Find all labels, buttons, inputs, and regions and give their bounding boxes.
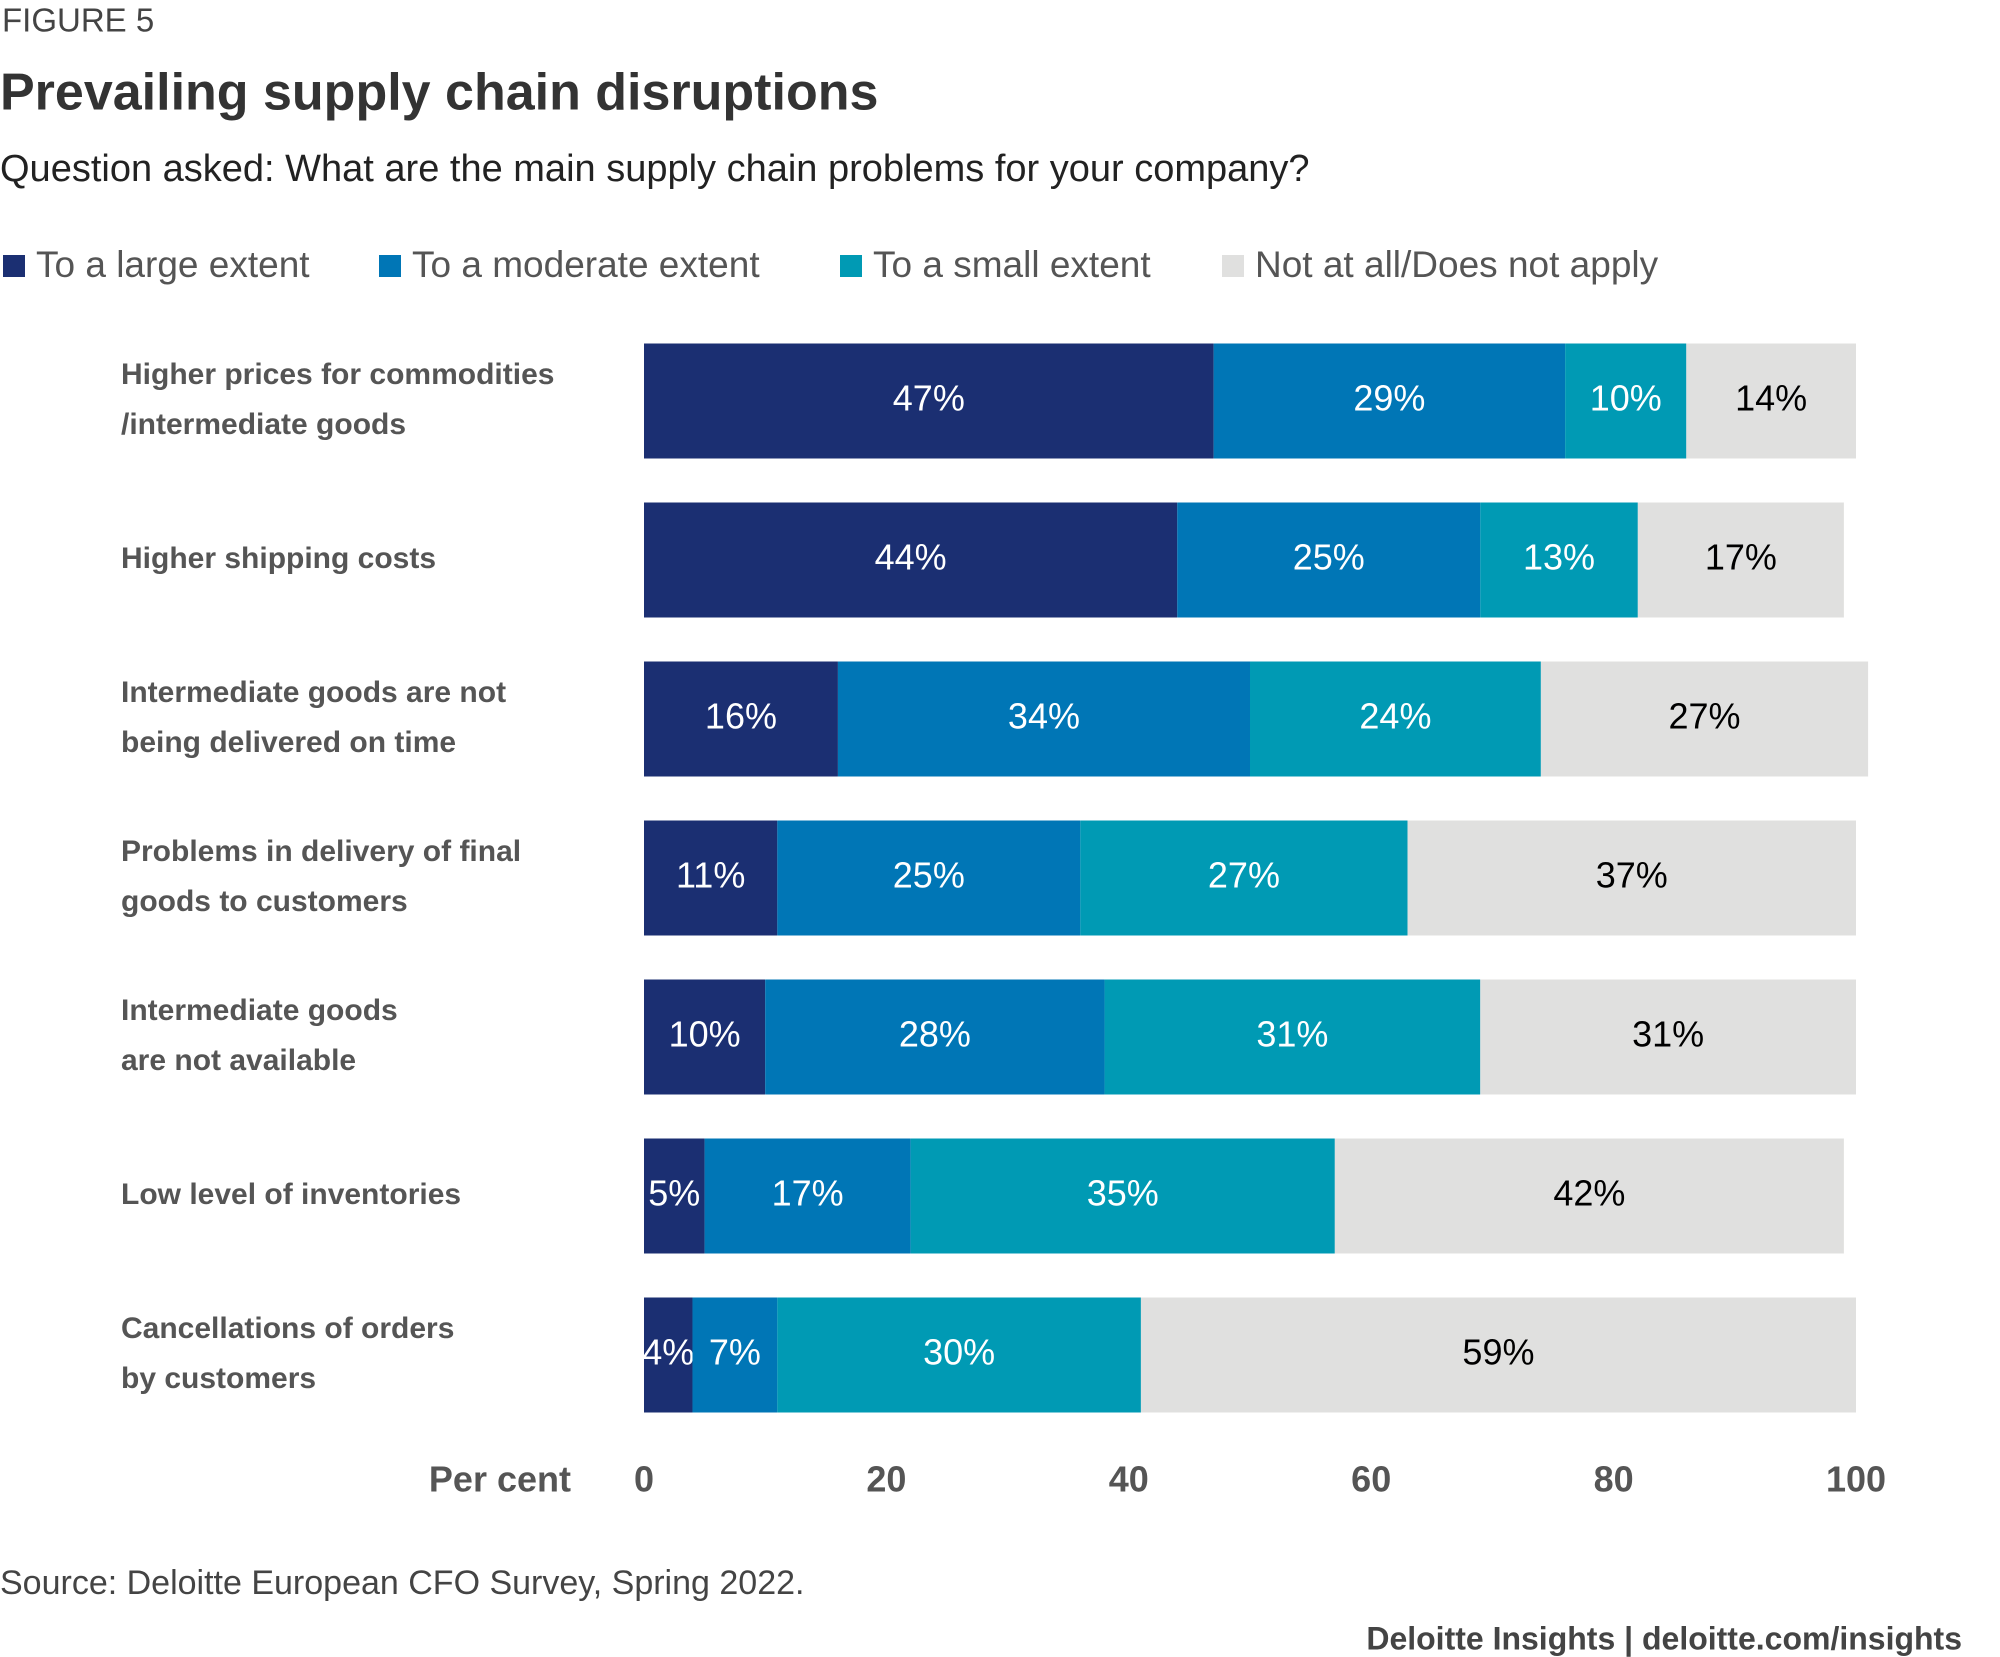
legend-swatch bbox=[379, 255, 401, 277]
value-label: 29% bbox=[1353, 378, 1425, 419]
value-label: 37% bbox=[1596, 855, 1668, 896]
value-label: 28% bbox=[899, 1014, 971, 1055]
x-tick-label: 100 bbox=[1826, 1459, 1886, 1500]
value-label: 10% bbox=[1590, 378, 1662, 419]
bar-segment bbox=[1480, 979, 1856, 1095]
category-label: Cancellations of orders bbox=[121, 1312, 454, 1345]
category-label: Higher shipping costs bbox=[121, 542, 436, 575]
x-tick-label: 40 bbox=[1109, 1459, 1149, 1500]
bar-segment bbox=[1565, 343, 1687, 459]
legend-label: To a moderate extent bbox=[412, 244, 760, 285]
category-label: Higher prices for commodities bbox=[121, 358, 554, 391]
legend-label: To a large extent bbox=[36, 244, 310, 285]
bar-segment bbox=[765, 979, 1105, 1095]
legend-swatch bbox=[840, 255, 862, 277]
figure-label: FIGURE 5 bbox=[2, 2, 154, 39]
value-label: 27% bbox=[1208, 855, 1280, 896]
value-label: 35% bbox=[1087, 1173, 1159, 1214]
category-label: are not available bbox=[121, 1044, 356, 1077]
bar-segment bbox=[1407, 820, 1856, 936]
bar-segment bbox=[1480, 502, 1638, 618]
chart-subtitle: Question asked: What are the main supply… bbox=[0, 148, 1310, 190]
value-label: 27% bbox=[1668, 696, 1740, 737]
value-label: 25% bbox=[1293, 537, 1365, 578]
bar-segment bbox=[1686, 343, 1856, 459]
value-label: 10% bbox=[669, 1014, 741, 1055]
category-label: Intermediate goods are not bbox=[121, 676, 506, 709]
bar-segment bbox=[644, 343, 1214, 459]
value-label: 34% bbox=[1008, 696, 1080, 737]
category-label: by customers bbox=[121, 1362, 316, 1395]
value-label: 30% bbox=[923, 1332, 995, 1373]
chart-title: Prevailing supply chain disruptions bbox=[0, 64, 878, 122]
legend-label: To a small extent bbox=[873, 244, 1151, 285]
source: Source: Deloitte European CFO Survey, Sp… bbox=[0, 1564, 804, 1602]
bar-segment bbox=[692, 1297, 778, 1413]
category-label: being delivered on time bbox=[121, 726, 456, 759]
value-label: 31% bbox=[1632, 1014, 1704, 1055]
value-label: 59% bbox=[1462, 1332, 1534, 1373]
bar-segment bbox=[644, 979, 766, 1095]
category-label: /intermediate goods bbox=[121, 408, 406, 441]
bar-segment bbox=[644, 820, 778, 936]
value-label: 42% bbox=[1553, 1173, 1625, 1214]
legend-label: Not at all/Does not apply bbox=[1255, 244, 1659, 285]
value-label: 5% bbox=[648, 1173, 700, 1214]
category-label: Low level of inventories bbox=[121, 1178, 461, 1211]
value-label: 13% bbox=[1523, 537, 1595, 578]
bar-segment bbox=[1334, 1138, 1844, 1254]
bar-segment bbox=[1104, 979, 1481, 1095]
bar-segment bbox=[837, 661, 1250, 777]
value-label: 24% bbox=[1359, 696, 1431, 737]
value-label: 17% bbox=[1705, 537, 1777, 578]
bar-segment bbox=[644, 1297, 693, 1413]
footer: Deloitte Insights | deloitte.com/insight… bbox=[1366, 1620, 1962, 1656]
category-label: goods to customers bbox=[121, 885, 408, 918]
value-label: 25% bbox=[893, 855, 965, 896]
legend-swatch bbox=[3, 255, 25, 277]
bar-segment bbox=[910, 1138, 1335, 1254]
bar-segment bbox=[704, 1138, 911, 1254]
category-label: Problems in delivery of final bbox=[121, 835, 521, 868]
value-label: 44% bbox=[875, 537, 947, 578]
bar-segment bbox=[644, 661, 838, 777]
x-axis-label: Per cent bbox=[429, 1459, 571, 1500]
value-label: 14% bbox=[1735, 378, 1807, 419]
bar-segment bbox=[1080, 820, 1408, 936]
bar-segment bbox=[777, 820, 1081, 936]
bar-segment bbox=[1177, 502, 1481, 618]
value-label: 11% bbox=[676, 855, 745, 896]
value-label: 17% bbox=[772, 1173, 844, 1214]
bar-segment bbox=[1140, 1297, 1856, 1413]
x-tick-label: 20 bbox=[866, 1459, 906, 1500]
value-label: 31% bbox=[1256, 1014, 1328, 1055]
x-tick-label: 80 bbox=[1594, 1459, 1634, 1500]
value-label: 16% bbox=[705, 696, 777, 737]
value-label: 7% bbox=[709, 1332, 761, 1373]
value-label: 4% bbox=[642, 1332, 694, 1373]
bar-segment bbox=[1213, 343, 1566, 459]
value-label: 47% bbox=[893, 378, 965, 419]
bar-segment bbox=[1250, 661, 1541, 777]
x-tick-label: 0 bbox=[634, 1459, 654, 1500]
legend-swatch bbox=[1222, 255, 1244, 277]
bar-segment bbox=[777, 1297, 1141, 1413]
category-label: Intermediate goods bbox=[121, 994, 398, 1027]
bar-segment bbox=[644, 502, 1178, 618]
bar-segment bbox=[1637, 502, 1844, 618]
x-tick-label: 60 bbox=[1351, 1459, 1391, 1500]
bar-segment bbox=[1540, 661, 1869, 777]
bar-segment bbox=[644, 1138, 705, 1254]
